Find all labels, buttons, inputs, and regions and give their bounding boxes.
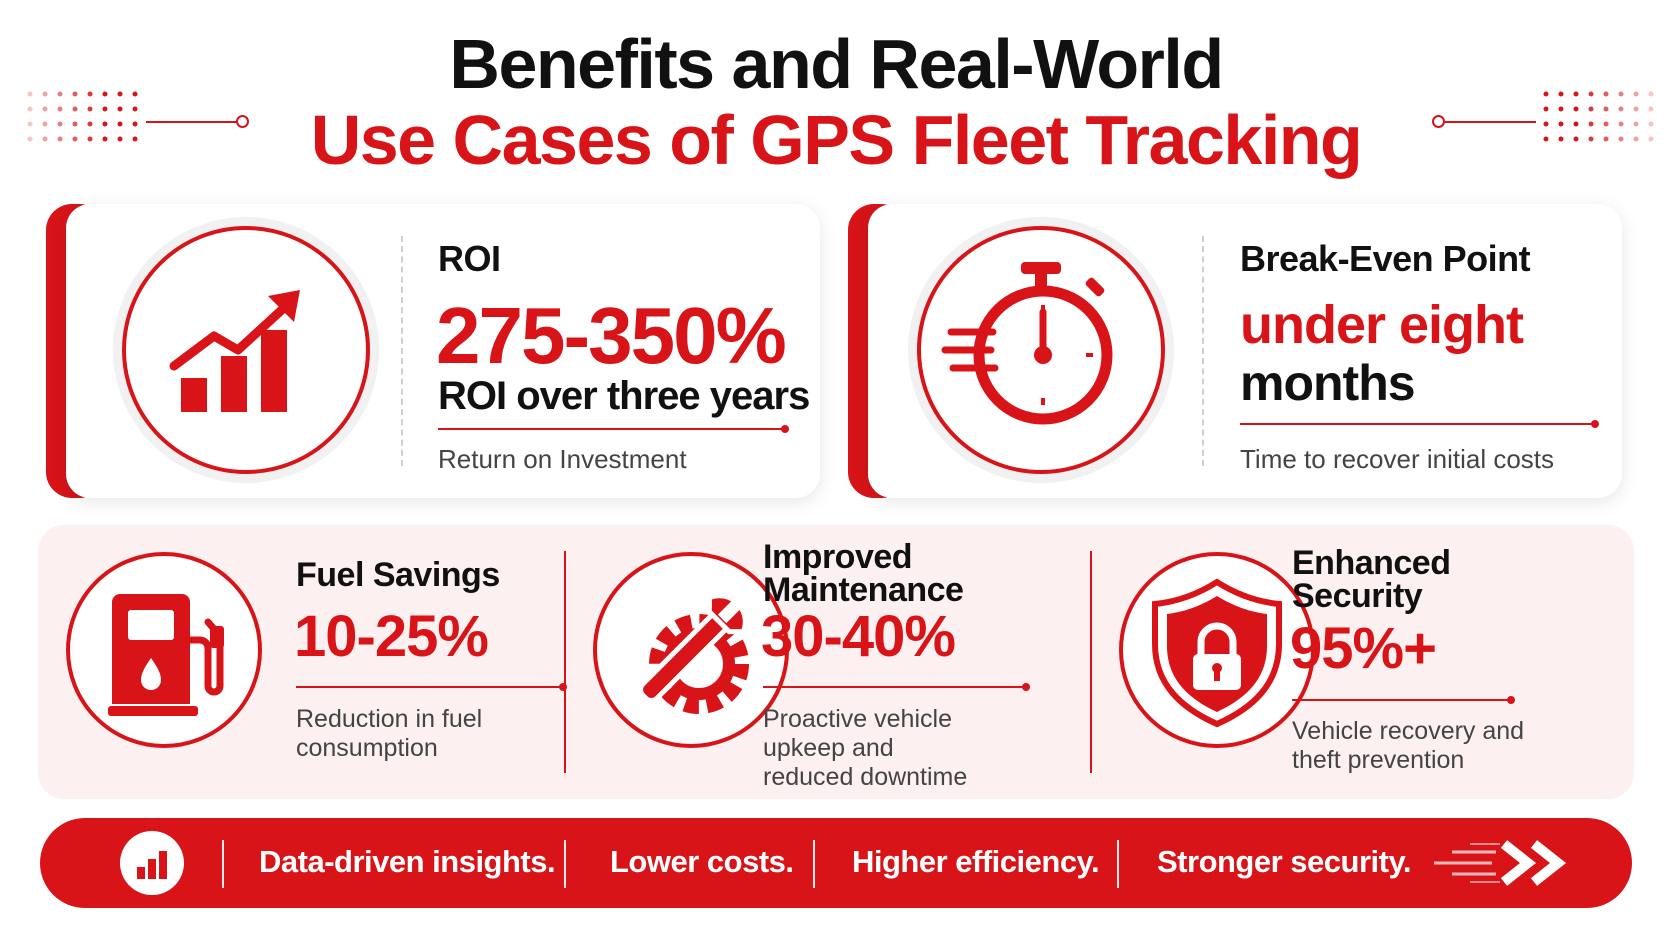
roi-description: Return on Investment (438, 444, 687, 474)
decor-line-right (1444, 121, 1536, 123)
security-icon-ring (1119, 552, 1315, 748)
growth-chart-icon (169, 290, 300, 412)
fuel-savings-underline (296, 683, 567, 691)
security-value: 95%+ (1290, 616, 1437, 681)
roi-underline (438, 425, 789, 433)
roi-value: 275-350% (436, 291, 787, 380)
maintenance-icon-ring (593, 552, 789, 748)
benefits-strip: Fuel Savings 10-25% Reduction in fuel co… (38, 525, 1634, 799)
maintenance-value: 30-40% (761, 604, 956, 669)
banner-separator-3 (1117, 840, 1119, 888)
security-description: Vehicle recovery and theft prevention (1292, 717, 1525, 774)
shield-lock-icon (1152, 578, 1282, 728)
roi-card: ROI 275-350% ROI over three years Return… (46, 204, 820, 498)
fuel-savings-value: 10-25% (294, 604, 489, 669)
maintenance-underline (763, 683, 1030, 691)
break-even-value: under eight (1240, 295, 1524, 355)
break-even-card-panel: Break-Even Point under eight months Time… (868, 204, 1622, 498)
title-line-1: Benefits and Real-World (449, 25, 1224, 103)
benefit-separator-2 (1090, 551, 1092, 773)
security-label: Enhanced Security (1292, 544, 1451, 615)
roi-divider (401, 236, 403, 466)
break-even-card: Break-Even Point under eight months Time… (848, 204, 1622, 498)
banner-separator-0 (222, 840, 224, 888)
fuel-savings-description: Reduction in fuel consumption (296, 705, 483, 762)
break-even-description: Time to recover initial costs (1240, 444, 1555, 474)
benefit-separator-1 (564, 551, 566, 773)
roi-card-panel: ROI 275-350% ROI over three years Return… (66, 204, 820, 498)
fuel-savings-label: Fuel Savings (296, 556, 500, 594)
roi-label: ROI (438, 238, 501, 279)
roi-icon-ring (122, 226, 370, 474)
break-even-value-line2: months (1240, 355, 1416, 411)
stopwatch-icon-ring (917, 226, 1165, 474)
banner-icon-circle (120, 831, 184, 895)
maintenance-description: Proactive vehicle upkeep and reduced dow… (763, 705, 968, 791)
dot-pattern-right (1543, 91, 1654, 142)
fuel-pump-icon (108, 594, 224, 716)
banner-item-lower-costs: Lower costs. (610, 844, 794, 879)
break-even-label: Break-Even Point (1240, 238, 1531, 279)
title-line-2: Use Cases of GPS Fleet Tracking (310, 101, 1363, 179)
bar-chart-icon (137, 851, 167, 879)
dot-pattern-left (27, 91, 138, 142)
banner-item-data-driven: Data-driven insights. (259, 844, 556, 879)
double-chevron-right-icon (1434, 840, 1567, 886)
maintenance-label: Improved Maintenance (763, 538, 964, 609)
fuel-icon-ring (66, 552, 262, 748)
banner-separator-1 (564, 840, 566, 888)
wrench-gear-icon (638, 593, 749, 714)
stopwatch-icon (941, 262, 1113, 425)
security-underline (1292, 696, 1515, 704)
break-even-divider (1202, 236, 1204, 466)
banner-item-stronger-security: Stronger security. (1157, 844, 1412, 879)
banner-separator-2 (813, 840, 815, 888)
decor-line-left (146, 121, 238, 123)
banner-item-higher-efficiency: Higher efficiency. (852, 844, 1100, 879)
decor-ring-left (236, 115, 249, 128)
summary-banner: Data-driven insights. Lower costs. Highe… (40, 818, 1632, 908)
break-even-underline (1240, 420, 1599, 428)
roi-subtitle: ROI over three years (438, 374, 810, 418)
